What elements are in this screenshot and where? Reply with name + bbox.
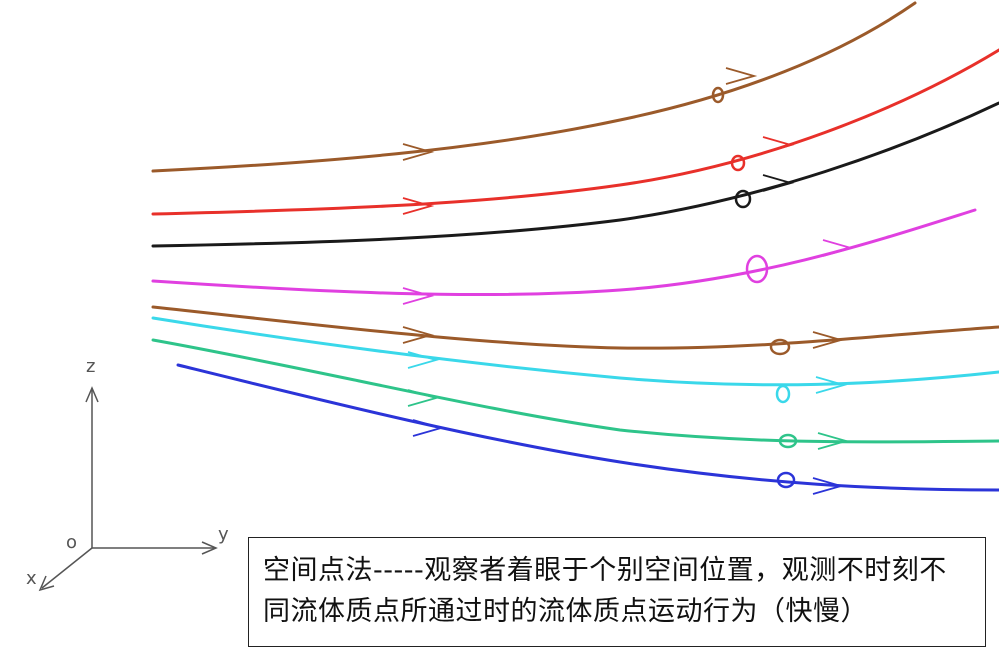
flow-direction-arrow bbox=[725, 67, 758, 85]
streamline-7 bbox=[151, 338, 999, 450]
flow-direction-arrow bbox=[402, 197, 435, 215]
flow-direction-arrow bbox=[762, 174, 795, 192]
streamline-2 bbox=[151, 48, 999, 216]
streamline-6 bbox=[151, 316, 999, 404]
coordinate-axes: z y x o bbox=[26, 356, 229, 592]
flow-direction-arrow bbox=[812, 477, 845, 495]
streamline-path bbox=[151, 305, 999, 350]
flow-direction-arrow bbox=[402, 143, 435, 161]
flow-direction-arrow bbox=[762, 136, 795, 154]
streamline-4 bbox=[151, 208, 977, 305]
fluid-particle-marker bbox=[769, 338, 791, 356]
fluid-particle-marker bbox=[775, 384, 791, 404]
origin-label: o bbox=[66, 532, 77, 553]
fluid-particle-marker bbox=[730, 154, 746, 172]
flow-direction-arrow bbox=[407, 389, 440, 407]
streamline-path bbox=[151, 1, 917, 173]
streamline-3 bbox=[151, 101, 999, 248]
flow-direction-arrow bbox=[815, 376, 848, 394]
fluid-particle-marker bbox=[745, 254, 769, 284]
x-axis bbox=[41, 547, 93, 589]
flow-direction-arrow bbox=[402, 326, 435, 344]
streamlines bbox=[151, 1, 999, 495]
x-axis-label: x bbox=[26, 568, 37, 589]
streamline-8 bbox=[176, 363, 999, 495]
streamline-path bbox=[151, 338, 999, 444]
streamline-5 bbox=[151, 305, 999, 356]
caption-box: 空间点法-----观察者着眼于个别空间位置，观测不时刻不 同流体质点所通过时的流… bbox=[248, 537, 986, 647]
y-axis-label: y bbox=[218, 524, 229, 545]
fluid-particle-marker bbox=[711, 86, 725, 104]
fluid-particle-marker bbox=[778, 433, 798, 449]
flow-direction-arrow bbox=[407, 351, 440, 369]
streamline-path bbox=[151, 208, 977, 297]
z-axis-arrowhead bbox=[85, 386, 99, 403]
streamline-path bbox=[151, 48, 999, 216]
caption-line-1: 空间点法-----观察者着眼于个别空间位置，观测不时刻不 bbox=[263, 555, 947, 586]
flow-direction-arrow bbox=[822, 239, 855, 257]
flow-direction-arrow bbox=[412, 419, 445, 437]
fluid-particle-marker bbox=[734, 189, 752, 209]
caption-line-2: 同流体质点所通过时的流体质点运动行为（快慢） bbox=[263, 596, 868, 627]
streamline-path bbox=[151, 316, 999, 387]
fluid-particle-marker bbox=[776, 471, 796, 489]
flow-direction-arrow bbox=[402, 287, 435, 305]
streamline-1 bbox=[151, 1, 917, 173]
flow-direction-arrow bbox=[812, 331, 845, 349]
streamline-path bbox=[176, 363, 999, 492]
x-axis-arrowhead bbox=[38, 575, 55, 592]
streamline-path bbox=[151, 101, 999, 248]
y-axis-arrowhead bbox=[201, 541, 218, 555]
flow-direction-arrow bbox=[817, 432, 850, 450]
z-axis-label: z bbox=[86, 356, 95, 377]
